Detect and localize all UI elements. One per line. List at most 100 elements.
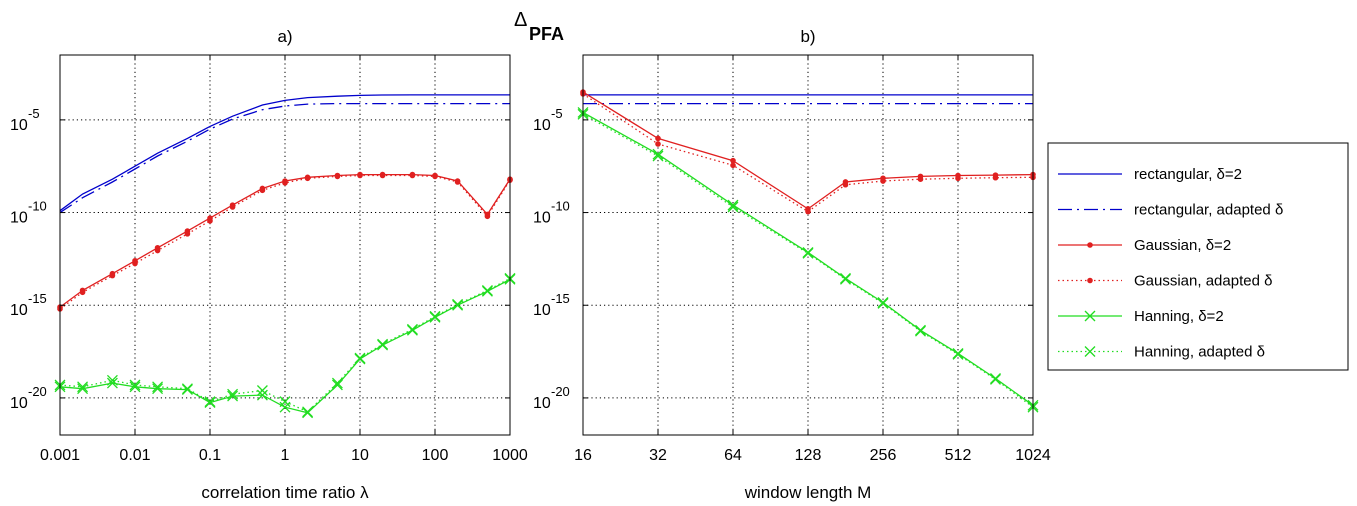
y-tick-base: 10 <box>533 117 551 134</box>
data-point-gauss_ad <box>842 181 849 188</box>
y-tick-exponent: -10 <box>28 199 47 214</box>
legend-swatch-marker <box>1084 310 1096 322</box>
data-point-hann_ad <box>952 348 964 360</box>
y-tick-exponent: -5 <box>551 106 563 121</box>
legend-swatch-marker <box>1087 277 1093 284</box>
data-point-gauss_ad <box>454 179 461 185</box>
ticks-a: 0.001 0.01 0.1 1 10 100 100010-510-1010-1510-2… <box>10 55 528 464</box>
data-point-hann_ad <box>152 381 164 393</box>
data-point-hann_d2 <box>990 373 1001 384</box>
data-point-hann_ad <box>354 352 366 364</box>
series-line-gauss_d2 <box>582 91 1034 210</box>
data-point-gauss_d2 <box>730 157 736 164</box>
data-point-hann_d2 <box>952 347 964 359</box>
data-point-hann_d2 <box>204 397 216 409</box>
series-b <box>577 89 1039 413</box>
grid-b <box>583 55 1033 435</box>
legend-label: Gaussian, adapted δ <box>1134 273 1272 290</box>
data-point-hann_ad <box>302 406 314 418</box>
x-tick-label: 1 <box>281 447 290 464</box>
legend-entry-rect_d2: rectangular, δ=2 <box>1058 166 1242 183</box>
series-line-hann_d2 <box>582 111 1034 406</box>
data-point-gauss_ad <box>484 213 491 220</box>
panel-a: 0.001 0.01 0.1 1 10 100 100010-510-1010-1510-2… <box>10 27 528 502</box>
x-tick-label: 1000 <box>492 447 528 464</box>
legend-label: Hanning, δ=2 <box>1134 308 1224 325</box>
data-point-gauss_ad <box>334 173 341 180</box>
data-point-gauss_ad <box>259 187 266 194</box>
legend-label: rectangular, δ=2 <box>1134 166 1242 183</box>
legend-entry-rect_ad: rectangular, adapted δ <box>1058 202 1283 219</box>
data-point-hann_ad <box>331 377 343 389</box>
data-point-gauss_ad <box>184 231 191 237</box>
y-tick-base: 10 <box>533 302 551 319</box>
data-point-gauss_ad <box>432 173 438 180</box>
y-tick-base: 10 <box>533 395 551 412</box>
y-tick-exponent: -20 <box>551 384 570 399</box>
data-point-gauss_ad <box>730 162 736 169</box>
legend: rectangular, δ=2 rectangular, adapted δ Ga… <box>1047 142 1349 371</box>
data-point-hann_ad <box>652 150 664 162</box>
y-tick-base: 10 <box>533 210 551 227</box>
series-a <box>54 94 516 419</box>
legend-box <box>1047 142 1349 371</box>
y-tick-base: 10 <box>10 302 28 319</box>
data-point-hann_d2 <box>331 379 343 391</box>
data-point-hann_ad <box>181 383 193 395</box>
data-point-gauss_ad <box>207 218 213 224</box>
data-point-hann_ad <box>990 373 1001 385</box>
data-point-gauss_ad <box>379 172 386 179</box>
data-point-hann_ad <box>106 374 118 386</box>
panel-b-xlabel: window length M <box>744 483 872 502</box>
data-point-gauss_ad <box>154 247 161 254</box>
legend-entry-hann_d2: Hanning, δ=2 <box>1058 308 1224 325</box>
data-point-gauss_ad <box>955 175 961 182</box>
legend-label: Gaussian, δ=2 <box>1134 237 1231 254</box>
series-line-rect_d2 <box>59 94 510 212</box>
x-tick-label: 64 <box>724 447 742 464</box>
data-point-hann_ad <box>802 247 814 259</box>
data-point-hann_d2 <box>181 384 193 396</box>
x-tick-label: 256 <box>870 447 897 464</box>
data-point-gauss_ad <box>917 176 924 182</box>
data-point-hann_ad <box>915 325 926 337</box>
data-point-hann_d2 <box>227 390 239 402</box>
data-point-hann_ad <box>77 381 89 393</box>
series-line-hann_ad <box>582 113 1034 408</box>
data-point-hann_d2 <box>152 383 164 395</box>
data-point-hann_ad <box>406 323 418 335</box>
legend-items: rectangular, δ=2 rectangular, adapted δ Ga… <box>1058 166 1283 361</box>
x-tick-label: 512 <box>945 447 972 464</box>
data-point-hann_ad <box>204 396 216 408</box>
data-point-hann_ad <box>256 385 268 396</box>
x-tick-label: 100 <box>422 447 449 464</box>
x-tick-label: 10 <box>351 447 369 464</box>
data-point-hann_d2 <box>129 381 141 393</box>
x-tick-label: 16 <box>574 447 592 464</box>
y-tick-base: 10 <box>10 395 28 412</box>
y-tick-base: 10 <box>10 117 28 134</box>
center-title-subscript: PFA <box>529 24 564 44</box>
y-tick-exponent: -15 <box>551 291 570 306</box>
data-point-gauss_ad <box>229 204 236 210</box>
panel-b-title: b) <box>800 27 815 46</box>
series-line-rect_ad <box>59 102 510 214</box>
data-point-hann_ad <box>727 201 739 213</box>
legend-entry-gauss_d2: Gaussian, δ=2 <box>1058 237 1231 254</box>
x-tick-label: 0.1 <box>199 447 221 464</box>
data-point-hann_ad <box>840 273 851 285</box>
panel-a-title: a) <box>277 27 292 46</box>
grid-a <box>60 55 510 435</box>
legend-swatch-marker <box>1084 346 1096 357</box>
legend-label: rectangular, adapted δ <box>1134 202 1283 219</box>
y-tick-exponent: -10 <box>551 199 570 214</box>
data-point-hann_ad <box>377 338 389 350</box>
data-point-hann_d2 <box>406 324 418 336</box>
data-point-hann_d2 <box>302 407 314 419</box>
data-point-hann_ad <box>481 284 493 296</box>
data-point-hann_d2 <box>802 246 814 258</box>
data-point-hann_ad <box>279 396 291 408</box>
